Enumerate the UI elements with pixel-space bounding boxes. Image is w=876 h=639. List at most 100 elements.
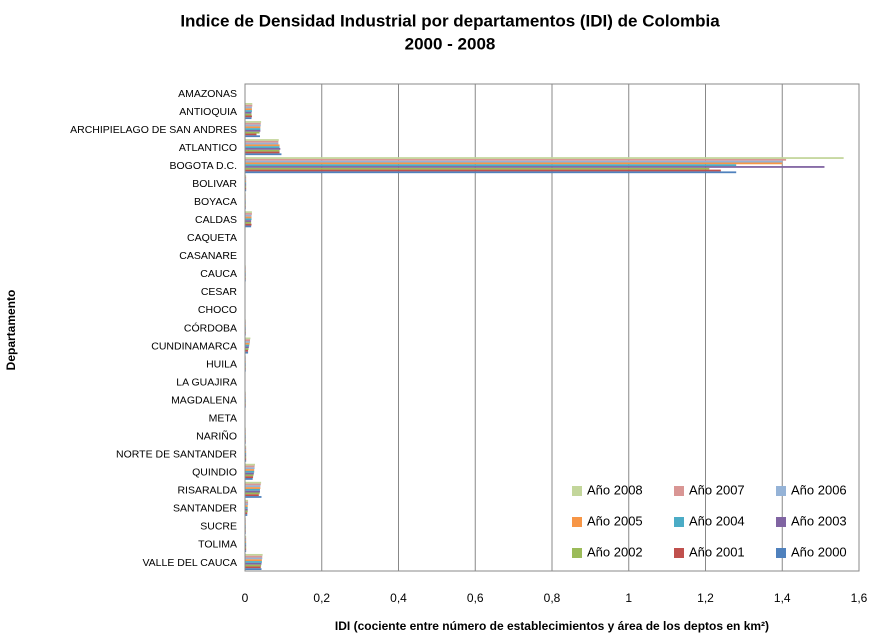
- y-tick-label: ATLANTICO: [179, 142, 237, 154]
- y-tick-label: QUINDIO: [192, 467, 237, 479]
- bar: [245, 449, 247, 452]
- chart-subtitle: 2000 - 2008: [405, 34, 496, 53]
- bar: [245, 135, 260, 138]
- y-tick-label: NARIÑO: [196, 430, 237, 443]
- bar: [245, 555, 263, 558]
- y-tick-label: ARCHIPIELAGO DE SAN ANDRES: [70, 124, 237, 136]
- y-tick-label: CHOCO: [198, 304, 237, 316]
- bar: [245, 494, 259, 497]
- bar: [245, 557, 263, 560]
- bar: [245, 465, 255, 468]
- bar: [245, 458, 247, 460]
- x-tick-label: 0,2: [313, 591, 330, 605]
- legend-swatch: [572, 486, 582, 496]
- legend-swatch: [572, 548, 582, 558]
- legend-label: Año 2008: [587, 482, 643, 497]
- legend-label: Año 2005: [587, 513, 643, 528]
- bar: [245, 128, 261, 130]
- legend-label: Año 2000: [791, 544, 847, 559]
- bar: [245, 476, 254, 479]
- bar: [245, 344, 250, 347]
- bar: [245, 505, 248, 507]
- legend-label: Año 2001: [689, 544, 745, 559]
- bar: [245, 501, 249, 504]
- bar: [245, 561, 262, 563]
- bar: [245, 463, 255, 466]
- bar: [245, 126, 261, 129]
- y-tick-label: META: [209, 412, 237, 424]
- y-tick-label: LA GUAJIRA: [176, 376, 237, 388]
- y-tick-label: CALDAS: [195, 214, 237, 226]
- y-tick-label: SANTANDER: [173, 503, 237, 515]
- bar: [245, 510, 248, 513]
- bar: [245, 483, 261, 486]
- bar: [245, 451, 247, 453]
- bar: [245, 470, 255, 473]
- x-tick-label: 0,6: [467, 591, 484, 605]
- bar: [245, 559, 262, 562]
- bar: [245, 110, 252, 112]
- legend-label: Año 2003: [791, 513, 847, 528]
- y-tick-label: TOLIMA: [198, 539, 237, 551]
- bar: [245, 490, 260, 493]
- bar: [245, 189, 247, 192]
- bar: [245, 459, 247, 462]
- legend-swatch: [674, 486, 684, 496]
- bar: [245, 553, 263, 556]
- legend-swatch: [776, 486, 786, 496]
- bar: [245, 342, 250, 345]
- bar: [245, 151, 280, 154]
- bar: [245, 341, 250, 343]
- x-axis-title: IDI (cociente entre número de establecim…: [335, 619, 769, 633]
- bar: [245, 535, 247, 538]
- y-tick-label: CASANARE: [179, 250, 237, 262]
- bar: [245, 187, 247, 190]
- legend-label: Año 2002: [587, 544, 643, 559]
- bar: [245, 182, 247, 185]
- y-tick-label: BOLIVAR: [192, 178, 237, 190]
- bar: [245, 514, 248, 516]
- bar: [245, 115, 252, 118]
- y-tick-label: VALLE DEL CAUCA: [142, 557, 237, 569]
- bar: [245, 184, 247, 186]
- bar: [245, 454, 247, 457]
- y-tick-label: CAUCA: [200, 268, 237, 280]
- y-tick-label: AMAZONAS: [178, 88, 237, 100]
- bar: [245, 176, 247, 179]
- y-tick-label: MAGDALENA: [171, 394, 237, 406]
- bar: [245, 503, 249, 506]
- bar: [245, 106, 252, 109]
- legend-label: Año 2006: [791, 482, 847, 497]
- bar: [245, 568, 262, 570]
- bar: [245, 133, 257, 136]
- x-tick-label: 0: [242, 591, 249, 605]
- bar: [245, 508, 248, 511]
- bar: [245, 139, 279, 141]
- legend-swatch: [674, 517, 684, 527]
- x-tick-label: 1,2: [697, 591, 714, 605]
- bar: [245, 492, 260, 495]
- bar: [245, 544, 247, 547]
- bar: [245, 213, 252, 215]
- bar: [245, 346, 249, 349]
- legend-swatch: [776, 517, 786, 527]
- bar: [245, 211, 252, 214]
- x-tick-label: 0,4: [390, 591, 407, 605]
- y-tick-label: HUILA: [206, 358, 237, 370]
- legend-swatch: [776, 548, 786, 558]
- bar: [245, 157, 844, 159]
- bar: [245, 452, 247, 455]
- y-tick-label: BOGOTA D.C.: [170, 160, 237, 172]
- bar: [245, 546, 247, 549]
- bar: [245, 148, 281, 150]
- bar: [245, 166, 825, 168]
- legend-swatch: [572, 517, 582, 527]
- bar: [245, 472, 254, 475]
- bar: [245, 162, 783, 165]
- bar: [245, 140, 279, 143]
- bar: [245, 218, 252, 221]
- bar: [245, 160, 783, 163]
- bar: [245, 158, 787, 161]
- bar: [245, 171, 737, 174]
